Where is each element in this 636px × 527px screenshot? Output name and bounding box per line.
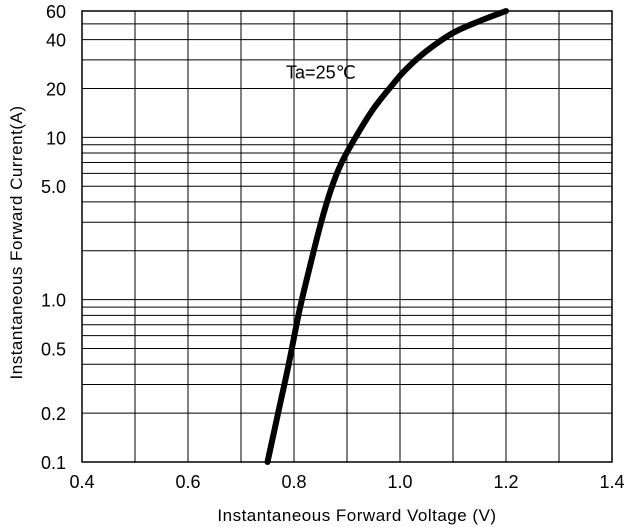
y-tick-label: 0.2 [41, 404, 66, 424]
x-tick-label: 1.2 [493, 472, 518, 492]
temperature-annotation: Ta=25℃ [286, 63, 356, 83]
y-tick-label: 1.0 [41, 291, 66, 311]
y-tick-label: 40 [46, 31, 66, 51]
y-tick-label: 60 [46, 2, 66, 22]
x-tick-label: 0.8 [281, 472, 306, 492]
x-tick-labels: 0.4 0.6 0.8 1.0 1.2 1.4 [69, 472, 624, 492]
y-tick-label: 20 [46, 79, 66, 99]
x-tick-label: 1.0 [387, 472, 412, 492]
plot-frame [81, 10, 613, 463]
x-tick-label: 0.6 [175, 472, 200, 492]
grid [82, 11, 612, 462]
x-tick-label: 1.4 [599, 472, 624, 492]
y-tick-label: 10 [46, 128, 66, 148]
y-axis-title: Instantaneous Forward Current(A) [7, 106, 26, 380]
y-tick-labels: 0.1 0.2 0.5 1.0 5.0 10 20 40 60 [41, 2, 66, 473]
y-tick-label: 0.1 [41, 453, 66, 473]
x-tick-label: 0.4 [69, 472, 94, 492]
y-tick-label: 0.5 [41, 340, 66, 360]
x-axis-title: Instantaneous Forward Voltage (V) [217, 506, 496, 525]
y-tick-label: 5.0 [41, 177, 66, 197]
forward-curve-series [264, 8, 509, 465]
